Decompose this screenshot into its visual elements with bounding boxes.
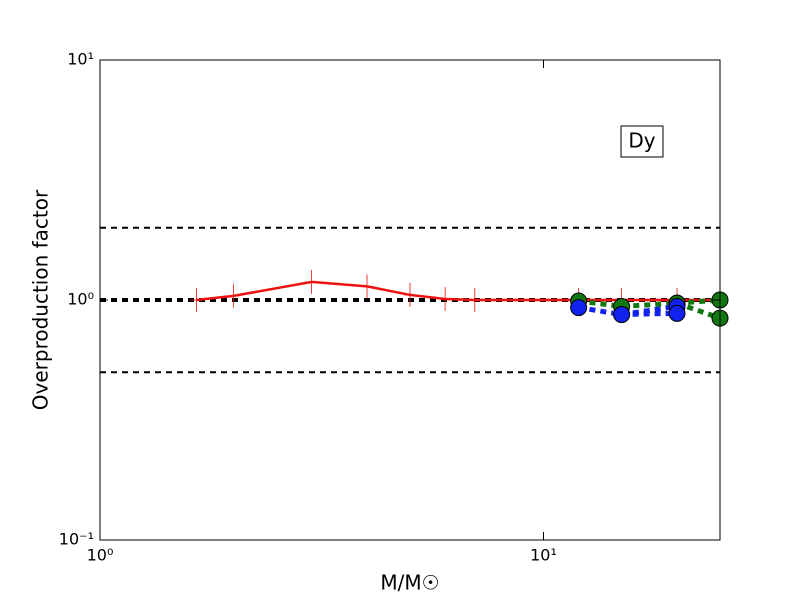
series-line [621,310,678,318]
marker [468,288,481,312]
marker [404,282,416,307]
series-line [578,297,721,309]
marker [613,306,631,324]
marker [305,269,318,294]
x-tick-label: 10⁰ [87,546,114,565]
series-line [578,303,678,318]
marker [570,299,588,317]
marker [668,304,686,322]
x-tick-label: 10¹ [530,546,557,565]
annotation: Dy [628,129,655,153]
y-tick-label: 10⁰ [67,290,94,309]
y-axis-label: Overproduction factor [29,189,53,410]
x-axis-label: M/M☉ [380,571,439,595]
marker [227,283,240,308]
series-line [196,280,720,302]
annotation-box [620,125,664,158]
marker [361,274,374,299]
y-tick-label: 10⁻¹ [59,530,94,549]
marker [190,288,203,312]
marker [439,286,452,311]
y-tick-label: 10¹ [67,50,94,69]
